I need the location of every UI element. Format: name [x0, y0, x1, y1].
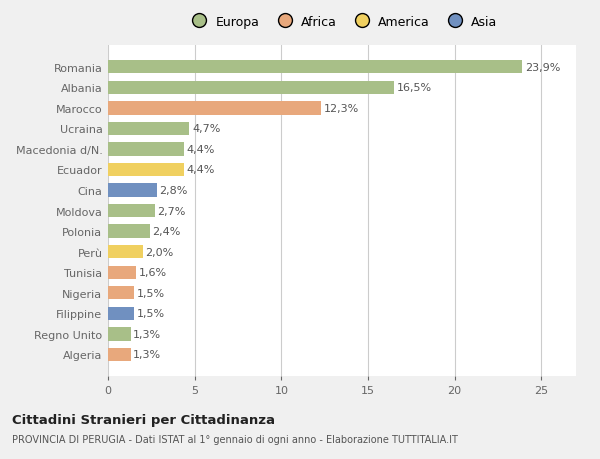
Bar — [108, 61, 522, 74]
Legend: Europa, Africa, America, Asia: Europa, Africa, America, Asia — [187, 16, 497, 29]
Text: Cittadini Stranieri per Cittadinanza: Cittadini Stranieri per Cittadinanza — [12, 413, 275, 426]
Bar — [108, 225, 149, 238]
Bar — [108, 286, 134, 300]
Text: 1,3%: 1,3% — [133, 329, 161, 339]
Text: 2,8%: 2,8% — [159, 185, 188, 196]
Bar — [108, 143, 184, 156]
Text: 4,7%: 4,7% — [192, 124, 220, 134]
Text: 12,3%: 12,3% — [324, 104, 359, 113]
Text: 2,7%: 2,7% — [157, 206, 186, 216]
Bar — [108, 184, 157, 197]
Text: 1,5%: 1,5% — [137, 288, 165, 298]
Bar — [108, 81, 394, 95]
Text: 16,5%: 16,5% — [397, 83, 432, 93]
Bar — [108, 348, 131, 361]
Text: 2,0%: 2,0% — [145, 247, 173, 257]
Text: 1,5%: 1,5% — [137, 309, 165, 319]
Bar — [108, 307, 134, 320]
Text: 23,9%: 23,9% — [525, 62, 560, 73]
Bar — [108, 123, 190, 136]
Text: 1,3%: 1,3% — [133, 350, 161, 360]
Text: 1,6%: 1,6% — [139, 268, 166, 278]
Bar — [108, 102, 321, 115]
Bar — [108, 163, 184, 177]
Text: PROVINCIA DI PERUGIA - Dati ISTAT al 1° gennaio di ogni anno - Elaborazione TUTT: PROVINCIA DI PERUGIA - Dati ISTAT al 1° … — [12, 434, 458, 444]
Text: 4,4%: 4,4% — [187, 165, 215, 175]
Text: 4,4%: 4,4% — [187, 145, 215, 155]
Bar — [108, 246, 143, 259]
Text: 2,4%: 2,4% — [152, 227, 181, 237]
Bar — [108, 328, 131, 341]
Bar — [108, 204, 155, 218]
Bar — [108, 266, 136, 280]
